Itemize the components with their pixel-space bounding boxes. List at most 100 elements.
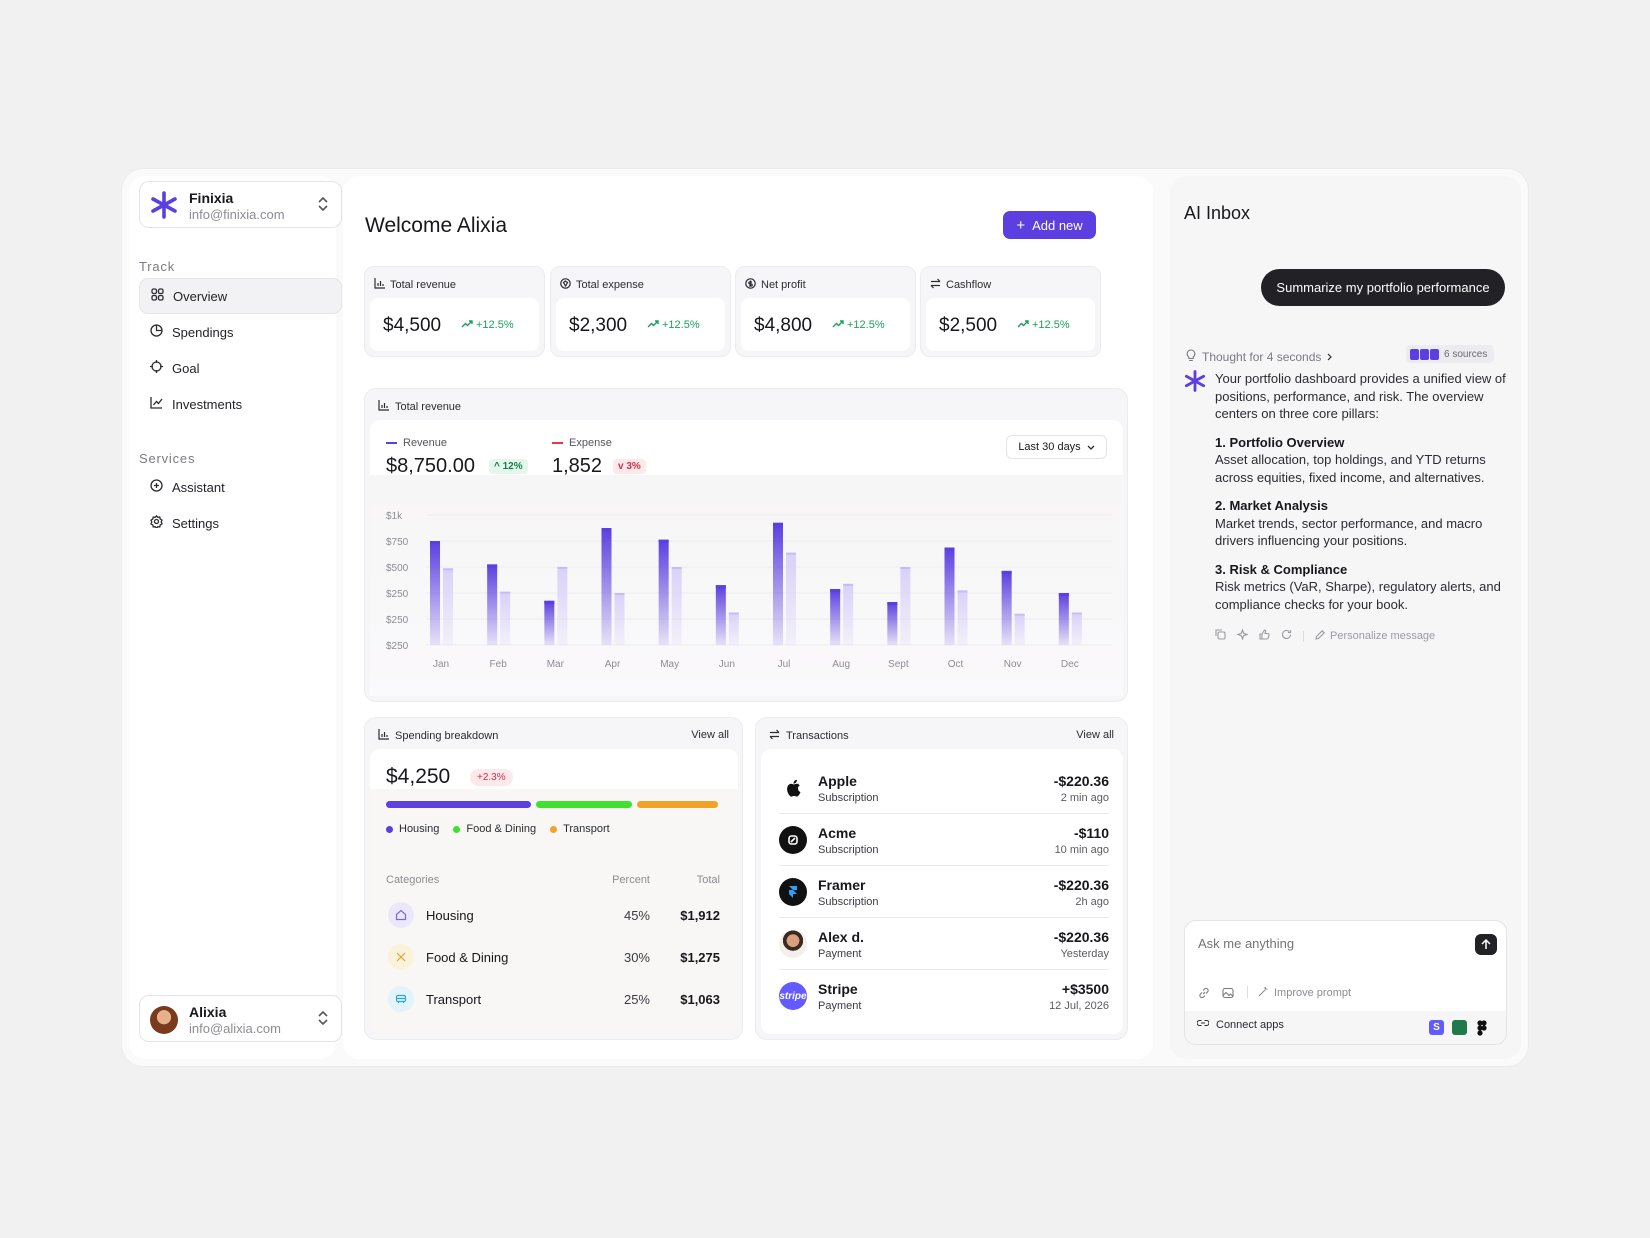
sparkle-icon[interactable] — [1236, 628, 1249, 643]
link-icon[interactable] — [1198, 986, 1210, 1004]
list-item[interactable]: stripe Stripe Payment +$3500 12 Jul, 202… — [779, 970, 1109, 1022]
swap-icon — [769, 729, 780, 743]
personalize-message-button[interactable]: Personalize message — [1315, 629, 1435, 643]
revenue-bar-cap — [715, 585, 726, 589]
tx-amount: -$220.36 — [1053, 929, 1109, 945]
list-item[interactable]: Framer Subscription -$220.36 2h ago — [779, 866, 1109, 918]
thought-label: Thought for 4 seconds — [1202, 350, 1322, 364]
tx-name: Stripe — [818, 981, 858, 997]
gear-icon — [150, 514, 163, 531]
revenue-bar-cap — [830, 589, 841, 593]
tx-type: Subscription — [818, 792, 879, 804]
table-row[interactable]: Housing 45% $1,912 — [388, 899, 720, 933]
sidebar-item-overview[interactable]: Overview — [139, 278, 342, 314]
expense-bar — [500, 591, 511, 645]
spending-view-all-link[interactable]: View all — [691, 729, 729, 741]
wand-icon — [1258, 986, 1269, 1000]
refresh-icon[interactable] — [1281, 629, 1292, 643]
stat-label: Total expense — [576, 279, 644, 291]
composer-input-area: Improve prompt — [1188, 924, 1503, 1011]
sidebar-item-label: Goal — [172, 360, 200, 376]
revenue-bar-cap — [601, 528, 612, 531]
tx-time: 10 min ago — [1054, 844, 1109, 856]
send-button[interactable] — [1475, 934, 1497, 955]
category-total: $1,912 — [680, 908, 720, 923]
improve-prompt-button[interactable]: Improve prompt — [1258, 986, 1351, 1000]
revenue-bar — [1001, 570, 1012, 645]
sidebar-item-settings[interactable]: Settings — [139, 505, 342, 541]
image-icon[interactable] — [1222, 986, 1234, 1004]
spending-segment-food — [535, 801, 633, 808]
spending-segment-transport — [637, 801, 718, 808]
tx-amount: +$3500 — [1061, 981, 1109, 997]
org-switcher[interactable]: Finixia info@finixia.com — [139, 181, 342, 228]
tx-time: 2 min ago — [1060, 792, 1109, 804]
list-item[interactable]: Apple Subscription -$220.36 2 min ago — [779, 762, 1109, 814]
revenue-bar-cap — [887, 602, 898, 606]
add-new-button[interactable]: + Add new — [1003, 211, 1096, 239]
connect-apps-button[interactable]: Connect apps — [1196, 1018, 1284, 1031]
list-item[interactable]: Alex d. Payment -$220.36 Yesterday — [779, 918, 1109, 970]
date-range-select[interactable]: Last 30 days — [1006, 435, 1107, 459]
copy-icon[interactable] — [1215, 629, 1226, 643]
sidebar-item-spendings[interactable]: Spendings — [139, 314, 342, 350]
thought-toggle[interactable]: Thought for 4 seconds — [1186, 349, 1333, 365]
expense-bar-cap — [957, 590, 968, 593]
col-percent: Percent — [612, 874, 650, 886]
user-switcher[interactable]: Alixia info@alixia.com — [139, 995, 342, 1042]
tx-type: Payment — [818, 948, 862, 960]
stripe-app-icon[interactable]: S — [1429, 1020, 1444, 1035]
revenue-chart-panel: Revenue $8,750.00 ^ 12% Expense 1,852 v … — [370, 420, 1123, 696]
expense-bar-cap — [1071, 612, 1082, 615]
category-percent: 45% — [623, 908, 650, 923]
revenue-bar-cap — [544, 600, 555, 604]
revenue-change-badge: ^ 12% — [489, 459, 528, 474]
chat-input[interactable] — [1198, 936, 1448, 951]
category-name: Transport — [426, 992, 482, 1007]
expense-bar — [1014, 613, 1025, 645]
chevron-updown-icon — [317, 1010, 329, 1031]
expense-bar-cap — [557, 567, 568, 569]
chat-composer: Improve prompt Connect apps S — [1184, 920, 1507, 1045]
framer-icon — [779, 878, 807, 906]
table-row[interactable]: Transport 25% $1,063 — [388, 983, 720, 1017]
assistant-answer: Your portfolio dashboard provides a unif… — [1215, 370, 1507, 613]
sidebar-item-goal[interactable]: Goal — [139, 350, 342, 386]
section-track: Track — [139, 259, 176, 274]
trend-up-icon — [647, 319, 659, 331]
legend-food: Food & Dining — [453, 823, 536, 835]
ai-inbox-panel: AI Inbox Summarize my portfolio performa… — [1170, 176, 1521, 1059]
x-tick-label: Jan — [433, 659, 449, 670]
sidebar-item-assistant[interactable]: Assistant — [139, 469, 342, 505]
legend-revenue: Revenue — [386, 437, 447, 449]
sheets-app-icon[interactable] — [1452, 1020, 1467, 1035]
transactions-view-all-link[interactable]: View all — [1076, 729, 1114, 741]
pencil-icon — [1315, 629, 1325, 643]
answer-point-body: Market trends, sector performance, and m… — [1215, 515, 1483, 549]
sources-icon — [1410, 348, 1439, 360]
list-item[interactable]: Acme Subscription -$110 10 min ago — [779, 814, 1109, 866]
col-total: Total — [696, 874, 720, 886]
bar-chart-icon — [378, 400, 389, 414]
x-tick-label: Feb — [490, 659, 508, 670]
y-tick-label: $250 — [386, 641, 409, 652]
category-percent: 25% — [623, 992, 650, 1007]
assistant-icon — [150, 479, 163, 495]
revenue-chart-card: Total revenue Revenue $8,750.00 ^ 12% Ex… — [364, 388, 1128, 702]
spending-breakdown-card: Spending breakdown View all $4,250 +2.3%… — [364, 717, 743, 1040]
bus-icon — [388, 986, 414, 1012]
answer-point-title: 2. Market Analysis — [1215, 498, 1328, 513]
table-row[interactable]: Food & Dining 30% $1,275 — [388, 941, 720, 975]
revenue-bar — [487, 564, 498, 645]
expense-total: 1,852 — [552, 455, 603, 477]
expense-bar-cap — [843, 583, 854, 586]
sources-badge[interactable]: 6 sources — [1406, 345, 1495, 363]
tx-type: Subscription — [818, 896, 879, 908]
tx-amount: -$220.36 — [1053, 773, 1109, 789]
expense-bar-cap — [900, 567, 911, 569]
spending-panel: $4,250 +2.3% Housing Food & Dining Trans… — [370, 749, 738, 1034]
thumbs-up-icon[interactable] — [1259, 629, 1270, 643]
spending-segment-housing — [386, 801, 531, 808]
sidebar-item-investments[interactable]: Investments — [139, 386, 342, 422]
figma-app-icon[interactable] — [1476, 1020, 1488, 1041]
